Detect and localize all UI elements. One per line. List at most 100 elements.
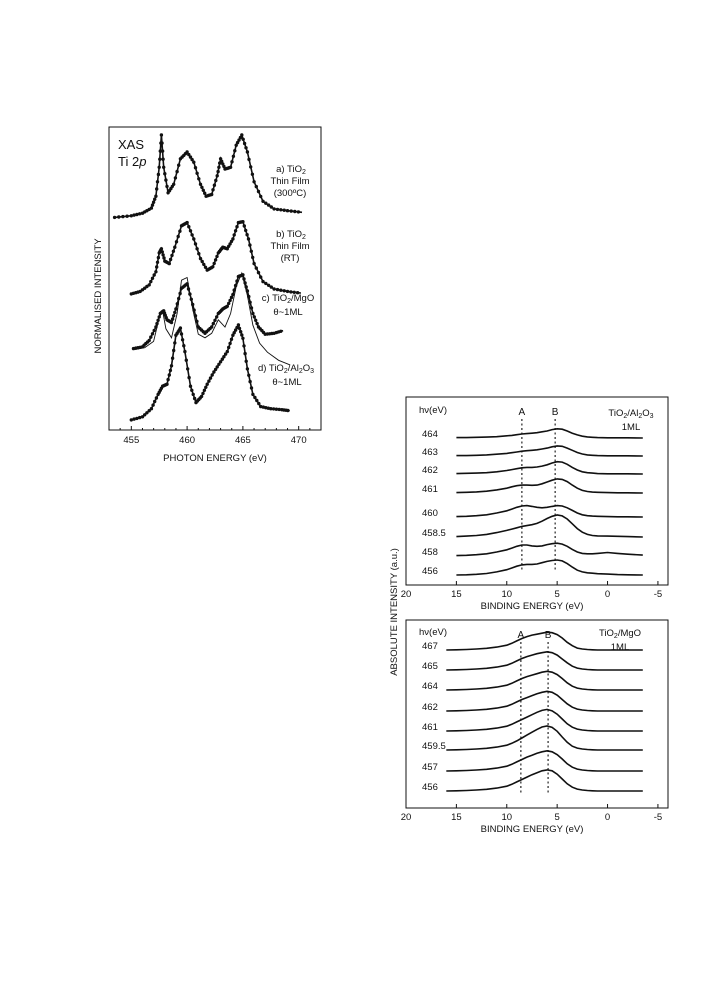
xas-title-line-2: Ti 2p	[118, 154, 146, 169]
xas-series-2-point	[215, 315, 219, 319]
pe-bot-trace-hv-label-5: 459.5	[422, 741, 446, 752]
xas-series-0-point	[296, 210, 301, 214]
xas-series-1-point	[241, 220, 245, 224]
xas-series-2-point	[155, 321, 159, 326]
svg-text:b) TiO2: b) TiO2	[276, 229, 306, 241]
xas-label-b-line-3: (RT)	[281, 253, 300, 264]
xas-series-1-point	[256, 270, 261, 275]
xas-title-line-1: XAS	[118, 137, 144, 152]
xas-series-3-point	[212, 370, 216, 374]
xas-series-3-point	[217, 362, 221, 366]
pe-bot-trace-1	[446, 650, 643, 671]
xas-series-0-point	[159, 133, 164, 137]
xas-series-3-point	[208, 376, 213, 380]
xas-series-2-point	[251, 311, 255, 316]
xas-series-1-point	[228, 242, 232, 246]
xas-series-1-point	[272, 287, 276, 291]
xas-series-3-point	[239, 330, 243, 334]
xas-series-2-point	[210, 325, 214, 329]
xas-series-0-point	[230, 160, 234, 164]
xas-series-1-point	[185, 220, 189, 225]
xas-series-3-point	[135, 416, 139, 421]
xas-series-0-point	[293, 209, 297, 214]
xas-series-0-point	[285, 209, 290, 213]
xas-series-0-point	[264, 201, 268, 205]
pe-bot-trace-hv-label-7: 456	[422, 782, 438, 793]
xas-series-0-point	[241, 137, 245, 141]
xas-series-1-point	[155, 260, 160, 264]
xas-series-2-point	[189, 297, 193, 301]
xas-series-2-point	[243, 281, 247, 285]
xas-label-d: d) TiO2/Al2O3 θ~1ML	[258, 363, 314, 388]
xas-series-0-point	[233, 149, 237, 153]
xas-series-0-point	[254, 184, 258, 189]
pe-top-tick-label-1: 15	[451, 589, 462, 600]
xas-series-0-point	[197, 177, 201, 181]
xas-series-1-point	[225, 247, 229, 251]
xas-series-1-point	[150, 276, 155, 280]
xas-series-1-point	[167, 261, 171, 266]
pe-al2o3-x-axis-label: BINDING ENERGY (eV)	[481, 601, 584, 612]
xas-series-1-point	[149, 279, 153, 284]
xas-series-1-point	[152, 273, 156, 277]
pe-top-tick-label-3: 5	[555, 589, 560, 600]
xas-series-1-point	[235, 225, 239, 229]
xas-series-2-point	[254, 318, 258, 322]
pe-top-trace-hv-label-4: 460	[422, 508, 438, 519]
xas-label-a-line-3: (300ºC)	[274, 188, 307, 199]
pe-bot-tick-label-2: 10	[501, 812, 512, 823]
xas-series-1-point	[242, 224, 246, 228]
xas-series-0-point	[190, 157, 194, 162]
xas-label-d-line-2: θ~1ML	[272, 377, 301, 388]
xas-series-0-point	[250, 172, 255, 176]
xas-series-0-point	[173, 176, 178, 180]
xas-series-0-point	[163, 172, 167, 176]
pe-top-trace-hv-label-1: 463	[422, 447, 438, 458]
xas-series-3-point	[249, 386, 254, 390]
xas-series-3-point	[207, 379, 211, 383]
xas-series-2-point	[149, 335, 153, 339]
xas-series-0-point	[112, 215, 117, 220]
xas-series-1-point	[279, 288, 283, 292]
xas-series-3-point	[237, 326, 242, 331]
xas-series-0-point	[135, 212, 139, 217]
xas-series-1-point	[178, 229, 182, 233]
pe-mgo-plot-frame	[405, 619, 669, 809]
xas-series-1-point	[289, 290, 293, 294]
xas-series-3-point	[241, 336, 245, 340]
pe-mgo-corner-label: TiO2/MgO 1ML	[599, 628, 641, 653]
xas-series-0-point	[160, 141, 164, 145]
xas-series-2-point	[147, 338, 151, 343]
xas-series-1-point	[244, 228, 248, 233]
xas-series-1-point	[215, 254, 219, 259]
pe-bot-trace-hv-label-6: 457	[422, 762, 438, 773]
xas-series-0-point	[185, 150, 189, 154]
xas-series-3-point	[187, 375, 191, 380]
xas-series-0-point	[261, 199, 265, 203]
xas-series-1-point	[295, 291, 300, 295]
xas-series-0-point	[237, 138, 241, 142]
xas-series-1-point	[159, 247, 164, 251]
pe-bot-tick-label-1: 15	[451, 812, 462, 823]
pe-bot-trace-hv-label-1: 465	[422, 661, 438, 672]
pe-top-trace-hv-label-7: 456	[422, 566, 438, 577]
xas-series-2-point	[235, 279, 239, 283]
xas-chart: XAS Ti 2p PHOTON ENERGY (eV) NORMALISED …	[93, 126, 322, 464]
pe-top-trace-hv-label-6: 458	[422, 547, 438, 558]
pe-bot-trace-hv-label-4: 461	[422, 722, 438, 733]
xas-series-1-point	[261, 279, 265, 284]
xas-series-1-point	[232, 233, 236, 237]
xas-series-3-point	[247, 373, 251, 377]
xas-series-0-point	[220, 159, 224, 163]
xas-series-2-point	[248, 300, 252, 304]
xas-series-1-point	[156, 255, 161, 260]
xas-series-3-point	[182, 344, 186, 348]
xas-series-2-point	[173, 310, 177, 315]
xas-series-2-point	[279, 329, 283, 333]
xas-series-2-point	[188, 292, 192, 296]
xas-series-3-point	[215, 365, 219, 369]
xas-series-1-point	[202, 262, 206, 267]
pe-mgo-hv-header: hν(eV)	[419, 627, 447, 638]
xas-series-0-point	[211, 188, 215, 192]
